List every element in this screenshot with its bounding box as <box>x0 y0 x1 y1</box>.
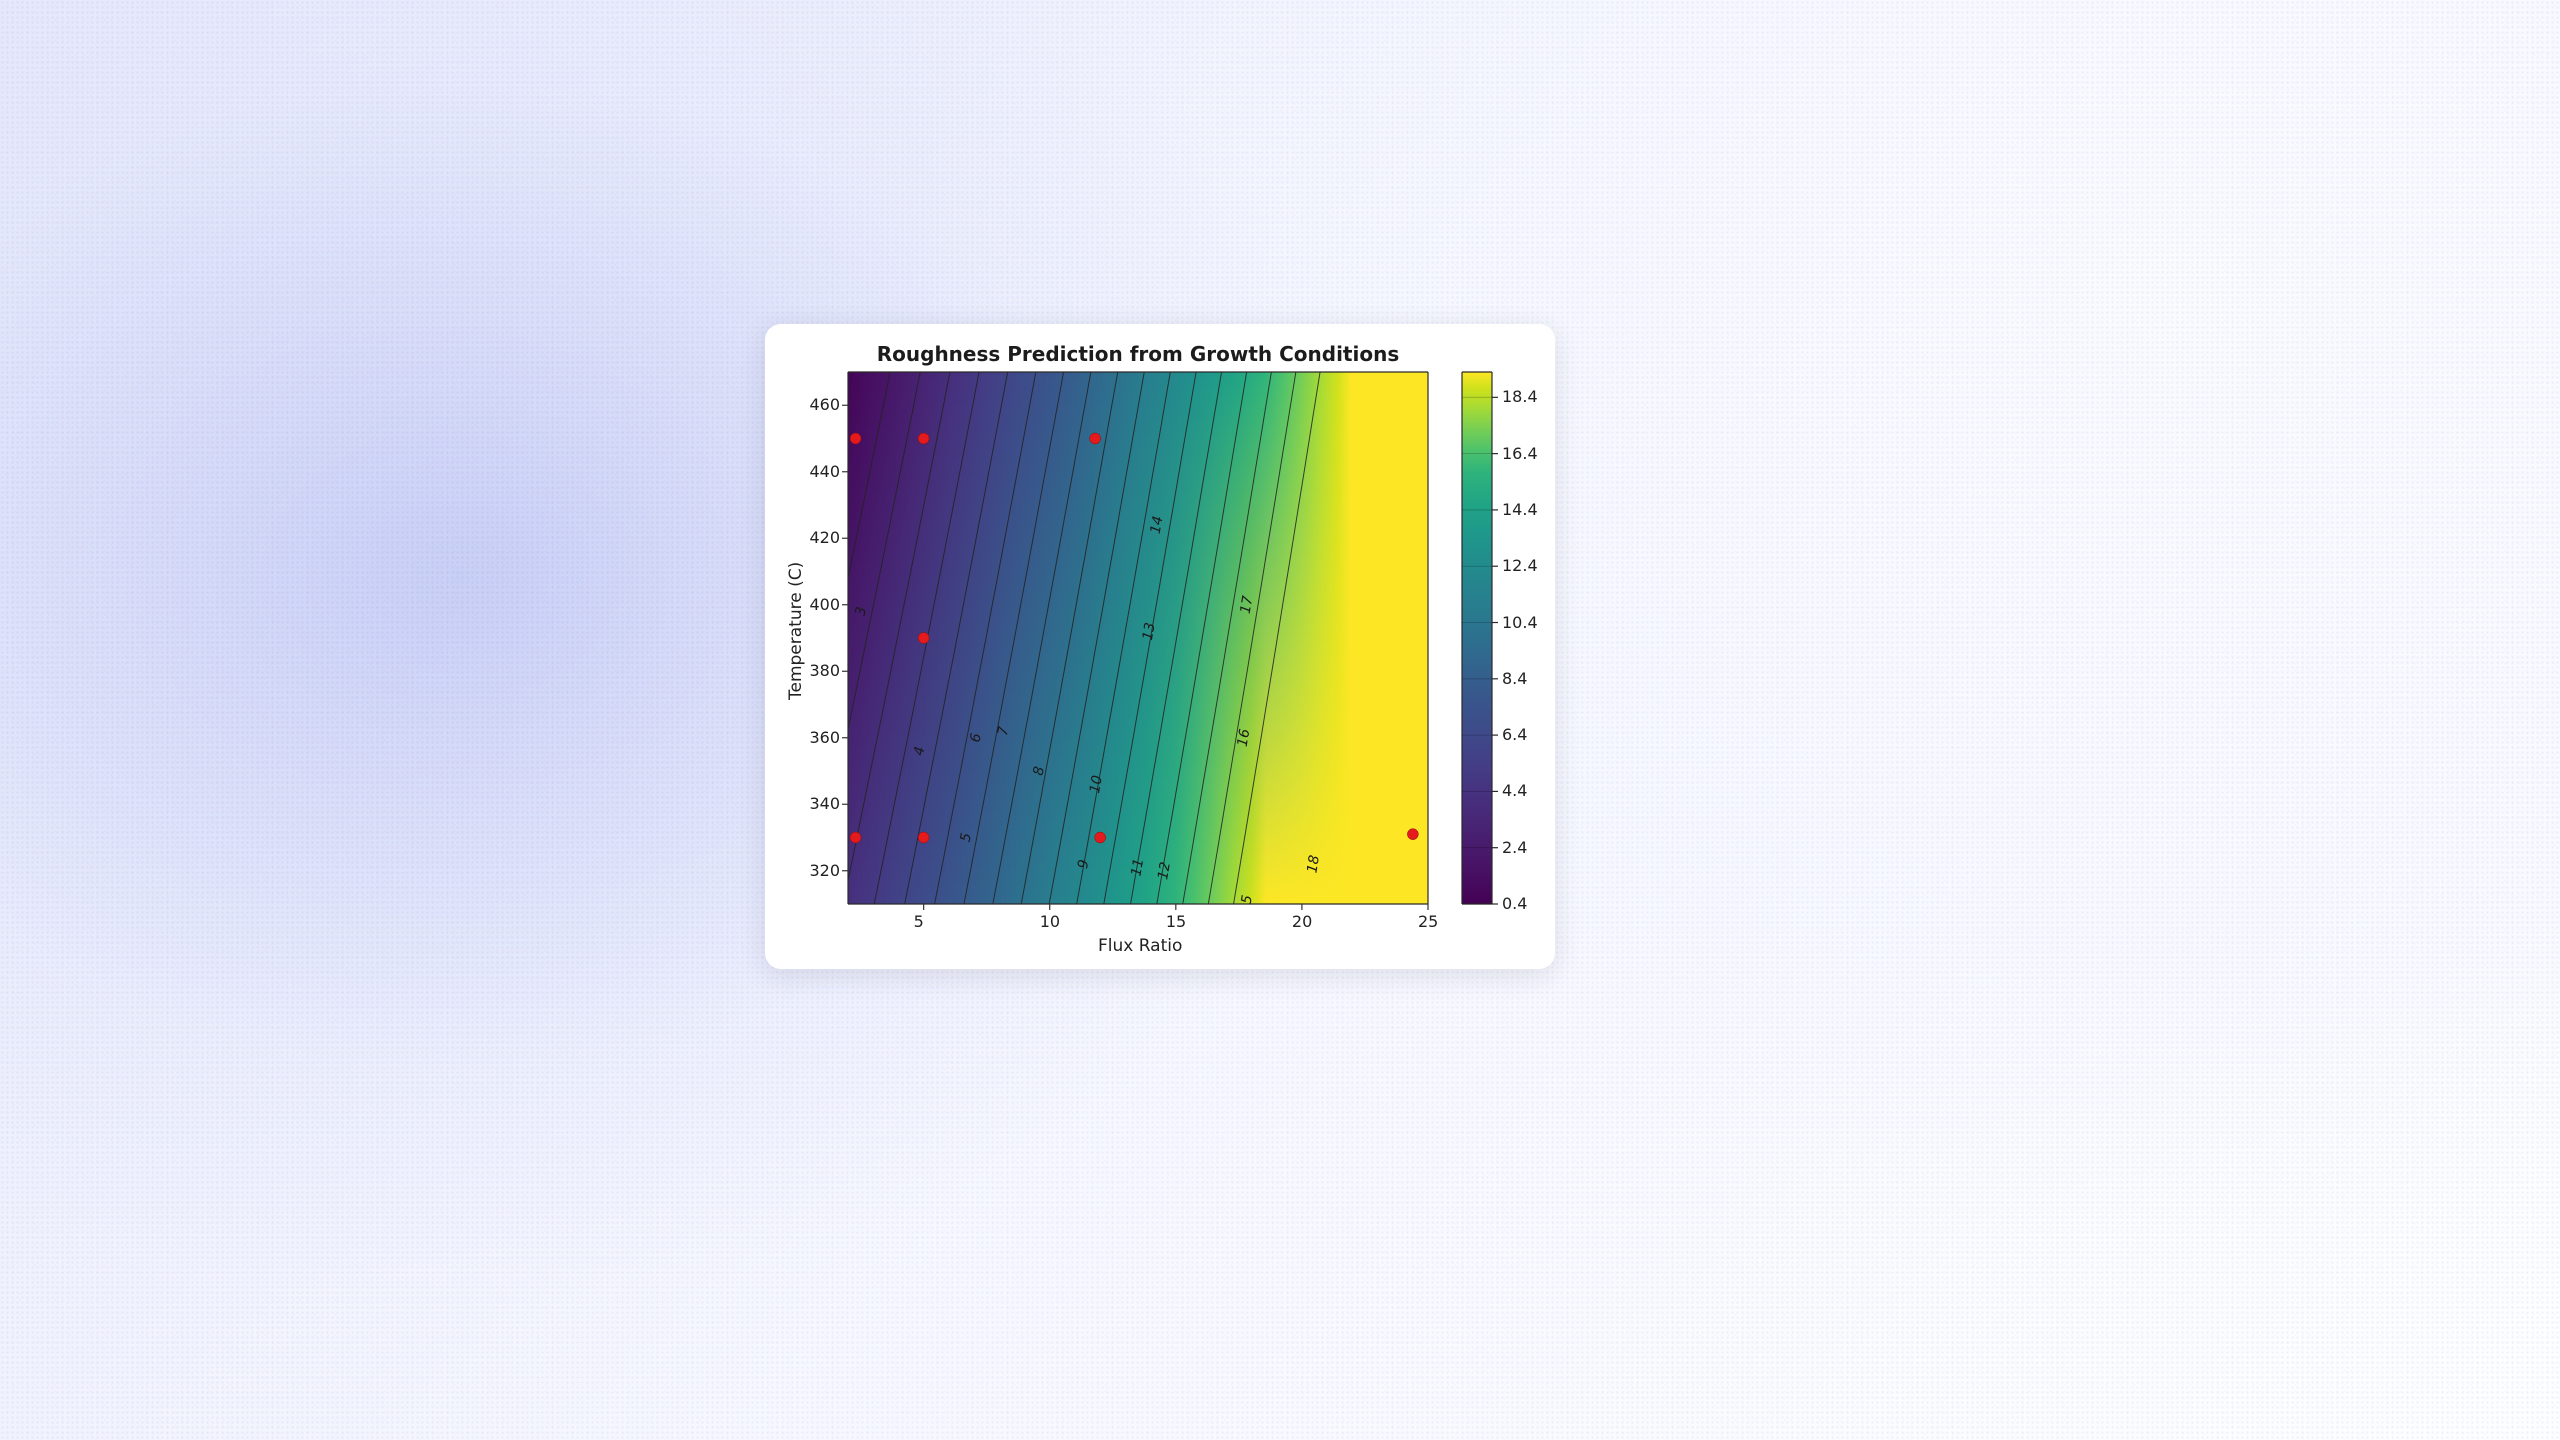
colorbar-tick-label: 0.4 <box>1502 894 1527 913</box>
chart-title: Roughness Prediction from Growth Conditi… <box>848 342 1428 366</box>
x-tick-label: 25 <box>1418 912 1438 931</box>
y-tick-label: 460 <box>806 395 840 414</box>
colorbar-tick-label: 12.4 <box>1502 556 1538 575</box>
colorbar-tick-label: 14.4 <box>1502 500 1538 519</box>
y-axis-label: Temperature (C) <box>786 562 806 700</box>
y-tick-label: 360 <box>806 728 840 747</box>
y-tick-label: 340 <box>806 794 840 813</box>
y-tick-label: 320 <box>806 861 840 880</box>
plot-axes <box>848 372 1428 904</box>
y-tick-label: 420 <box>806 528 840 547</box>
x-tick-label: 20 <box>1292 912 1312 931</box>
colorbar-tick-label: 16.4 <box>1502 444 1538 463</box>
colorbar-tick-label: 6.4 <box>1502 725 1527 744</box>
colorbar-tick-label: 10.4 <box>1502 613 1538 632</box>
colorbar-tick-label: 8.4 <box>1502 669 1527 688</box>
x-tick-label: 15 <box>1166 912 1186 931</box>
colorbar-tick-label: 2.4 <box>1502 838 1527 857</box>
colorbar-tick-label: 18.4 <box>1502 387 1538 406</box>
colorbar <box>1462 372 1492 904</box>
y-tick-label: 400 <box>806 595 840 614</box>
y-tick-label: 440 <box>806 462 840 481</box>
y-tick-label: 380 <box>806 661 840 680</box>
x-tick-label: 10 <box>1040 912 1060 931</box>
x-tick-label: 5 <box>914 912 924 931</box>
colorbar-tick-label: 4.4 <box>1502 781 1527 800</box>
x-axis-label: Flux Ratio <box>1098 936 1182 956</box>
